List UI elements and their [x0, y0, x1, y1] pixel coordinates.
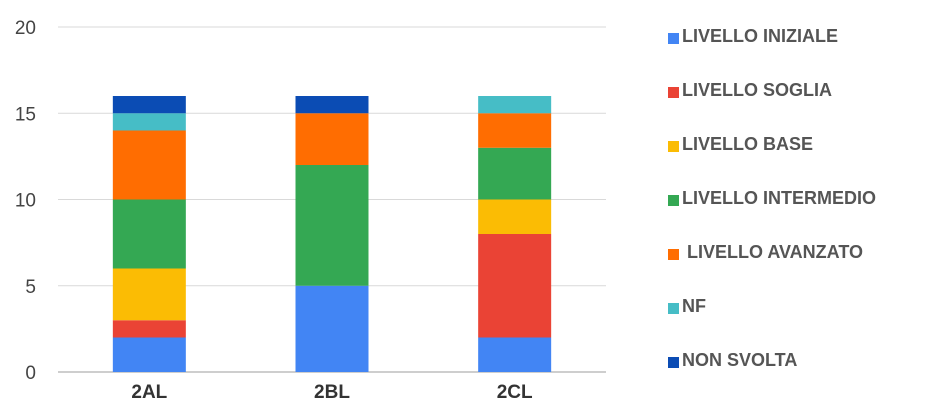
bar-segment: [478, 113, 552, 148]
bar-segment: [112, 337, 186, 372]
y-tick-label: 10: [15, 191, 36, 212]
x-axis-labels: 2AL 2BL 2CL: [131, 382, 533, 403]
bar-segment: [478, 337, 552, 372]
y-tick-label: 0: [25, 363, 36, 384]
bar-segment: [112, 320, 186, 338]
legend: LIVELLO INIZIALE LIVELLO SOGLIA LIVELLO BA…: [668, 14, 943, 392]
y-tick-label: 5: [25, 277, 36, 298]
bar-segment: [112, 268, 186, 321]
legend-label: NON SVOLTA: [682, 350, 798, 370]
legend-item: LIVELLO BASE: [668, 122, 943, 176]
bar-segment: [478, 96, 552, 114]
bar-segment: [112, 199, 186, 269]
legend-swatch: [668, 357, 679, 368]
legend-label: LIVELLO INIZIALE: [682, 26, 838, 46]
legend-item: LIVELLO INTERMEDIO: [668, 176, 943, 230]
legend-label: LIVELLO AVANZATO: [682, 242, 863, 262]
legend-label: LIVELLO INTERMEDIO: [682, 188, 877, 208]
bar-segment: [112, 130, 186, 200]
legend-item: NF: [668, 284, 943, 338]
bar-segment: [478, 199, 552, 234]
y-tick-label: 15: [15, 104, 36, 125]
x-category-label: 2CL: [497, 382, 533, 403]
bar-segment: [478, 147, 552, 200]
bar-segment: [295, 96, 369, 114]
legend-item: LIVELLO AVANZATO: [668, 230, 943, 284]
legend-swatch: [668, 141, 679, 152]
legend-item: NON SVOLTA: [668, 338, 943, 392]
legend-swatch: [668, 33, 679, 44]
y-axis-ticks: 0 5 10 15 20: [15, 18, 36, 384]
legend-swatch: [668, 249, 679, 260]
legend-item: LIVELLO SOGLIA: [668, 68, 943, 122]
bar-segment: [295, 165, 369, 286]
bar-segment: [112, 113, 186, 131]
legend-label: LIVELLO SOGLIA: [682, 80, 833, 100]
x-category-label: 2AL: [131, 382, 167, 403]
legend-label: NF: [682, 296, 706, 316]
bar-segment: [295, 113, 369, 165]
bars: [112, 96, 552, 372]
legend-swatch: [668, 303, 679, 314]
x-category-label: 2BL: [314, 382, 350, 403]
legend-swatch: [668, 87, 679, 98]
legend-swatch: [668, 195, 679, 206]
legend-label: LIVELLO BASE: [682, 134, 814, 154]
bar-segment: [295, 285, 369, 372]
y-tick-label: 20: [15, 18, 36, 39]
bar-segment: [478, 234, 552, 338]
legend-item: LIVELLO INIZIALE: [668, 14, 943, 68]
bar-segment: [112, 96, 186, 114]
